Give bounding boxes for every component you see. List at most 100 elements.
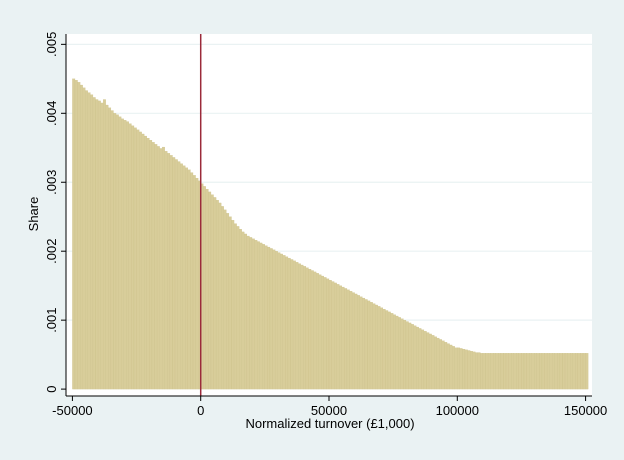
histogram-bar xyxy=(164,151,168,390)
y-tick-label: 0 xyxy=(44,385,59,392)
histogram-bar xyxy=(387,311,391,390)
histogram-bar xyxy=(577,353,581,390)
x-axis-label: Normalized turnover (£1,000) xyxy=(245,416,414,431)
histogram-bar xyxy=(221,206,224,390)
histogram-bar xyxy=(318,274,322,390)
histogram-bar xyxy=(210,194,214,390)
histogram-bar xyxy=(416,326,419,390)
histogram-bar xyxy=(182,165,186,390)
histogram-bar xyxy=(151,142,155,390)
histogram-bar xyxy=(580,353,584,390)
histogram-bar xyxy=(508,353,512,390)
histogram-bar xyxy=(95,99,99,390)
histogram-bar xyxy=(113,113,117,390)
histogram-bar xyxy=(259,242,263,390)
histogram-bar xyxy=(495,353,499,390)
histogram-bar xyxy=(85,90,88,390)
histogram-bar xyxy=(310,270,314,390)
histogram-bar xyxy=(262,244,265,390)
histogram-bar xyxy=(323,277,327,390)
histogram-bar xyxy=(382,308,386,390)
histogram-bar xyxy=(339,285,342,390)
histogram-bar xyxy=(449,344,453,390)
histogram-bar xyxy=(269,248,273,390)
histogram-bar xyxy=(203,186,206,390)
histogram-bar xyxy=(233,223,237,390)
histogram-bar xyxy=(162,146,165,390)
histogram-bar xyxy=(144,135,147,390)
histogram-bar xyxy=(172,157,176,390)
histogram-bar xyxy=(131,125,135,390)
histogram-bar xyxy=(531,353,535,390)
histogram-bar xyxy=(431,335,435,390)
histogram-bar xyxy=(408,322,412,390)
histogram-bar xyxy=(395,315,399,390)
histogram-bar xyxy=(236,226,240,390)
histogram-bar xyxy=(570,353,573,390)
histogram-bar xyxy=(298,263,301,390)
y-tick-label: .003 xyxy=(44,170,59,195)
y-axis-label: Share xyxy=(26,197,41,232)
histogram-bar xyxy=(516,353,519,390)
histogram-bar xyxy=(100,102,104,390)
histogram-bar xyxy=(341,286,345,390)
histogram-bar xyxy=(246,235,250,390)
histogram-bar xyxy=(441,340,445,390)
histogram-bar xyxy=(192,175,196,390)
histogram-bar xyxy=(249,237,253,390)
histogram-bar xyxy=(326,278,330,390)
histogram-bar xyxy=(110,110,114,390)
histogram-bar xyxy=(428,333,432,390)
histogram-bar xyxy=(79,84,83,390)
histogram-bar xyxy=(467,350,471,390)
histogram-bar xyxy=(485,353,489,390)
x-tick-label: 100000 xyxy=(436,403,479,418)
histogram-bar xyxy=(575,353,579,390)
histogram-bar xyxy=(205,189,209,390)
histogram-bar xyxy=(208,191,212,390)
histogram-bar xyxy=(316,273,319,390)
histogram-bars xyxy=(72,78,589,390)
histogram-bar xyxy=(321,275,324,390)
histogram-bar xyxy=(167,153,171,390)
y-tick-label: .001 xyxy=(44,307,59,332)
histogram-bar xyxy=(385,310,389,390)
histogram-bar xyxy=(498,353,502,390)
histogram-bar xyxy=(267,246,271,390)
histogram-bar xyxy=(372,303,376,390)
histogram-bar xyxy=(174,159,178,390)
histogram-bar xyxy=(410,324,414,390)
histogram-bar xyxy=(213,197,217,390)
y-tick-label: .005 xyxy=(44,32,59,57)
histogram-bar xyxy=(154,144,158,390)
histogram-bar xyxy=(413,325,417,390)
histogram-bar xyxy=(434,336,437,390)
histogram-bar xyxy=(287,257,291,390)
histogram-bar xyxy=(421,329,425,390)
histogram-bar xyxy=(139,131,142,390)
histogram-bar xyxy=(549,353,553,390)
histogram-bar xyxy=(274,251,278,390)
histogram-bar xyxy=(582,353,586,390)
histogram-bar xyxy=(562,353,566,390)
histogram-bar xyxy=(452,346,455,390)
histogram-bar xyxy=(121,118,124,390)
histogram-bar xyxy=(226,213,230,390)
histogram-bar xyxy=(351,292,355,390)
histogram-bar xyxy=(359,296,363,390)
histogram-bar xyxy=(331,281,335,390)
histogram-bar xyxy=(280,253,283,390)
histogram-bar xyxy=(156,146,160,390)
histogram-bar xyxy=(454,347,458,390)
histogram-bar xyxy=(546,353,550,390)
histogram-bar xyxy=(108,107,112,390)
histogram-bar xyxy=(295,262,299,390)
histogram-bar xyxy=(521,353,525,390)
histogram-bar xyxy=(398,317,401,390)
histogram-bar xyxy=(585,353,589,390)
histogram-bar xyxy=(375,304,378,390)
histogram-bar xyxy=(487,353,491,390)
histogram-bar xyxy=(559,353,563,390)
